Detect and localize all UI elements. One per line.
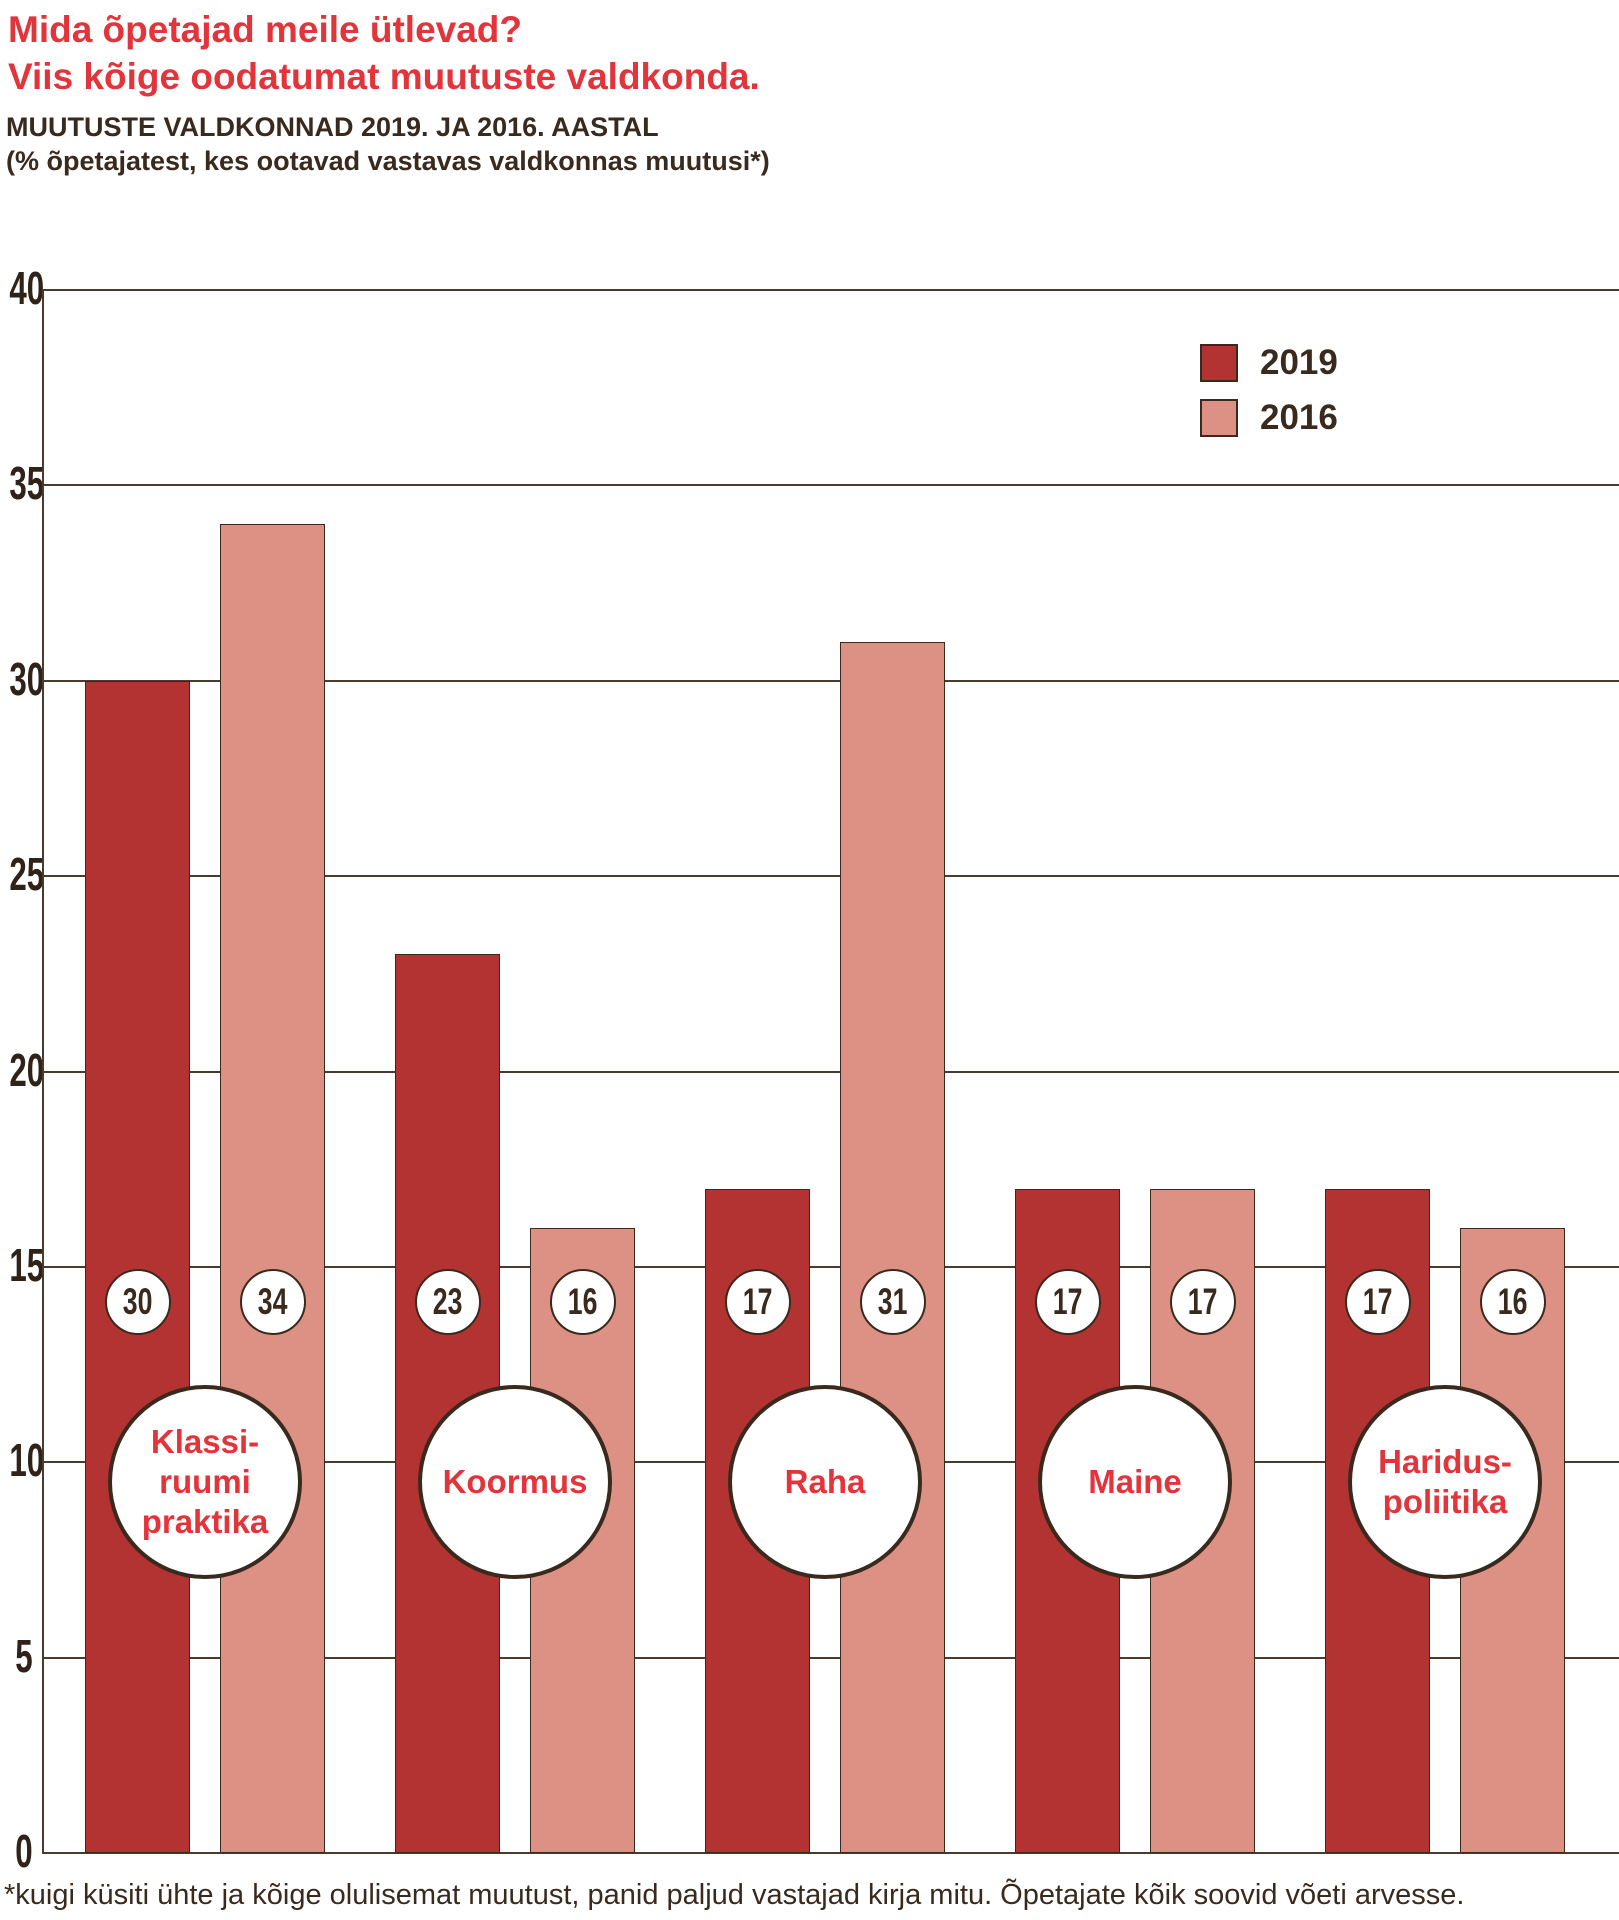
category-label-line: ruumi — [159, 1463, 251, 1500]
value-label: 34 — [257, 1281, 288, 1322]
value-circle-2016-maine: 17 — [1169, 1269, 1236, 1335]
gridline-5 — [43, 1656, 1619, 1659]
gridline-40 — [43, 289, 1619, 291]
value-label: 23 — [432, 1281, 463, 1322]
legend-label-2019: 2019 — [1260, 342, 1338, 382]
y-axis-label-10: 10 — [0, 1433, 44, 1487]
bar-2016-raha — [840, 641, 945, 1853]
value-label: 17 — [742, 1281, 773, 1322]
category-label-line: Koormus — [442, 1463, 588, 1500]
chart-subtitle: MUUTUSTE VALDKONNAD 2019. JA 2016. AASTA… — [6, 110, 770, 178]
value-circle-2019-maine: 17 — [1034, 1269, 1101, 1335]
value-circle-2016-hariduspoliitika: 16 — [1479, 1269, 1546, 1335]
chart-title: Mida õpetajad meile ütlevad? Viis kõige … — [8, 6, 760, 100]
value-label: 17 — [1362, 1281, 1393, 1322]
y-axis-label-20: 20 — [0, 1043, 44, 1097]
legend-swatch-2019 — [1200, 343, 1238, 382]
category-circle-raha: Raha — [728, 1385, 922, 1579]
y-axis-label-5: 5 — [0, 1629, 33, 1683]
y-axis-label-30: 30 — [0, 652, 44, 706]
value-label: 17 — [1187, 1281, 1218, 1322]
category-label-line: Raha — [784, 1463, 866, 1500]
legend-row-2019: 2019 — [1200, 343, 1338, 382]
y-axis-label-15: 15 — [0, 1238, 44, 1292]
y-axis-label-0: 0 — [0, 1824, 33, 1878]
chart-footnote: *kuigi küsiti ühte ja kõige olulisemat m… — [4, 1879, 1465, 1911]
value-circle-2019-hariduspoliitika: 17 — [1344, 1269, 1411, 1335]
value-circle-2019-raha: 17 — [724, 1269, 791, 1335]
category-circle-maine: Maine — [1038, 1385, 1232, 1579]
y-axis-label-40: 40 — [0, 261, 44, 315]
y-axis-label-text: 40 — [9, 262, 45, 314]
value-label: 16 — [1497, 1281, 1528, 1322]
y-axis-label-text: 15 — [9, 1238, 45, 1291]
y-axis-label-text: 5 — [15, 1629, 33, 1682]
category-label-line: praktika — [141, 1503, 269, 1540]
y-axis-label-text: 0 — [15, 1825, 33, 1877]
value-label: 30 — [122, 1281, 153, 1322]
y-axis-label-text: 30 — [9, 652, 45, 705]
category-circle-hariduspoliitika: Haridus-poliitika — [1348, 1385, 1542, 1579]
bar-2016-klassiruumi-praktika — [220, 524, 325, 1853]
legend-swatch-2016 — [1200, 398, 1238, 437]
value-label: 17 — [1052, 1281, 1083, 1322]
chart-legend: 2019 2016 — [1200, 343, 1338, 453]
value-circle-2016-koormus: 16 — [549, 1269, 616, 1335]
y-axis-label-text: 35 — [9, 457, 45, 510]
category-circle-koormus: Koormus — [418, 1385, 612, 1579]
value-circle-2019-klassiruumi-praktika: 30 — [104, 1269, 171, 1335]
value-label: 16 — [567, 1281, 598, 1322]
gridline-15 — [43, 1265, 1619, 1268]
chart-title-line2: Viis kõige oodatumat muutuste valdkonda. — [8, 56, 760, 97]
gridline-30 — [43, 679, 1619, 682]
value-circle-2016-raha: 31 — [859, 1269, 926, 1335]
gridline-25 — [43, 875, 1619, 878]
value-label: 31 — [877, 1281, 908, 1322]
chart-subtitle-line2: (% õpetajatest, kes ootavad vastavas val… — [6, 146, 770, 176]
y-axis-label-text: 20 — [9, 1043, 45, 1096]
gridline-35 — [43, 484, 1619, 487]
gridline-0 — [43, 1852, 1619, 1854]
bar-2019-klassiruumi-praktika — [85, 680, 190, 1853]
gridline-20 — [43, 1070, 1619, 1073]
category-label-line: Maine — [1088, 1463, 1182, 1500]
chart-title-line1: Mida õpetajad meile ütlevad? — [8, 9, 523, 50]
y-axis-label-35: 35 — [0, 456, 44, 510]
category-label-line: poliitika — [1382, 1483, 1508, 1520]
y-axis-label-25: 25 — [0, 847, 44, 901]
legend-label-2016: 2016 — [1260, 397, 1338, 437]
y-axis-label-text: 25 — [9, 848, 45, 901]
chart-subtitle-line1: MUUTUSTE VALDKONNAD 2019. JA 2016. AASTA… — [6, 112, 659, 142]
category-circle-klassiruumi-praktika: Klassi-ruumi praktika — [108, 1385, 302, 1579]
value-circle-2019-koormus: 23 — [414, 1269, 481, 1335]
y-axis-line — [42, 289, 44, 1854]
category-label-line: Haridus- — [1378, 1443, 1512, 1480]
category-label-line: Klassi- — [150, 1423, 260, 1460]
value-circle-2016-klassiruumi-praktika: 34 — [239, 1269, 306, 1335]
y-axis-label-text: 10 — [9, 1434, 45, 1487]
legend-row-2016: 2016 — [1200, 398, 1338, 437]
